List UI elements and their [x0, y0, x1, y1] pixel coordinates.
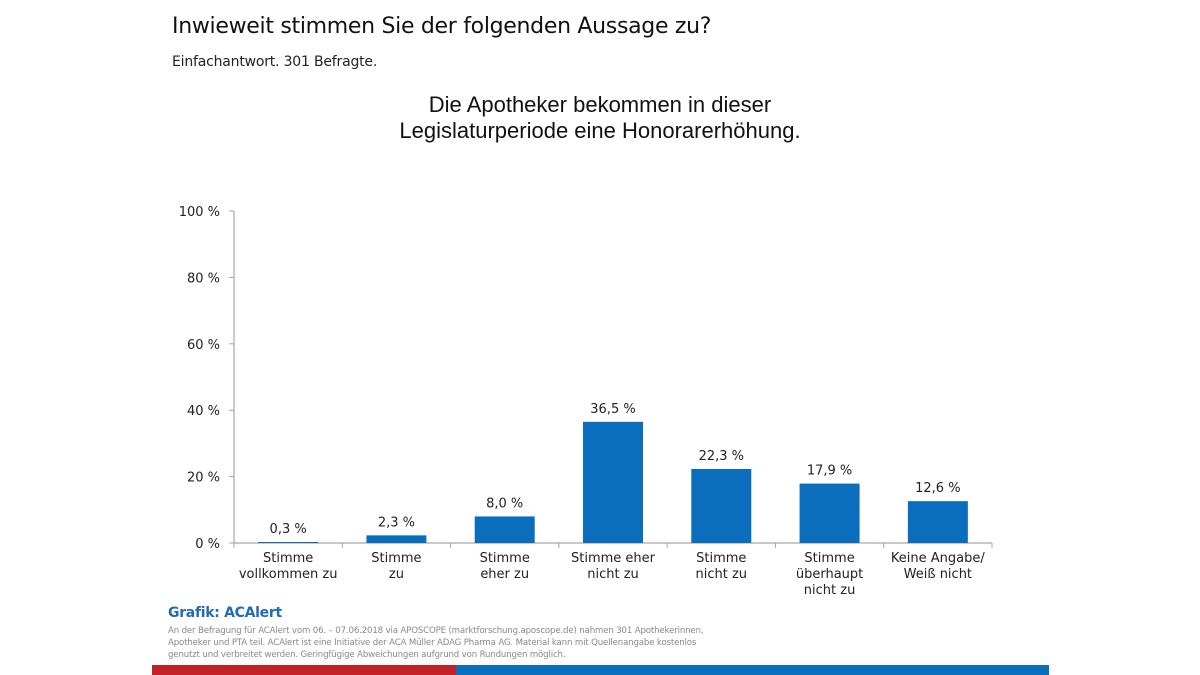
data-label: 0,3 % [270, 522, 307, 537]
x-tick-label: Keine Angabe/ [891, 551, 985, 566]
data-label: 17,9 % [807, 464, 852, 479]
x-tick-label: Stimme [696, 551, 746, 566]
footer-accent-red [152, 665, 456, 675]
y-tick-label: 40 % [187, 404, 220, 419]
bar [799, 483, 860, 543]
chart-title-line-1: Die Apotheker bekommen in dieser [428, 92, 772, 117]
x-tick-label: Weiß nicht [904, 567, 972, 582]
bar [691, 468, 752, 543]
credit-label: Grafik: ACAlert [168, 605, 282, 621]
x-tick-label: zu [389, 567, 404, 582]
data-label: 22,3 % [699, 449, 744, 464]
y-tick-label: 60 % [187, 338, 220, 353]
x-tick-label: Stimme [263, 551, 313, 566]
y-tick-label: 100 % [179, 205, 220, 220]
data-label: 36,5 % [590, 402, 635, 417]
x-tick-label: nicht zu [587, 567, 639, 582]
bar [258, 542, 319, 543]
x-tick-label: Stimme [480, 551, 530, 566]
data-label: 8,0 % [486, 496, 523, 511]
y-tick-label: 20 % [187, 471, 220, 486]
footnote: An der Befragung für ACAlert vom 06. – 0… [168, 626, 704, 660]
chart-title: Die Apotheker bekommen in dieser Legisla… [300, 92, 900, 144]
question-title: Inwieweit stimmen Sie der folgenden Auss… [172, 14, 712, 39]
question-subtitle: Einfachantwort. 301 Befragte. [172, 54, 378, 70]
x-tick-label: überhaupt [796, 567, 863, 582]
bar [583, 421, 643, 543]
x-tick-label: Stimme [371, 551, 421, 566]
x-tick-label: Stimme eher [571, 551, 656, 566]
bar [907, 501, 968, 543]
bar [474, 516, 535, 543]
y-tick-label: 0 % [195, 537, 220, 552]
data-label: 2,3 % [378, 515, 415, 530]
bar [366, 535, 427, 543]
x-tick-label: nicht zu [804, 583, 856, 598]
x-tick-label: Stimme [804, 551, 854, 566]
chart-title-line-2: Legislaturperiode eine Honorarerhöhung. [399, 118, 801, 143]
y-tick-label: 80 % [187, 271, 220, 286]
data-label: 12,6 % [915, 481, 960, 496]
x-tick-label: vollkommen zu [239, 567, 338, 582]
x-tick-label: eher zu [480, 567, 529, 582]
footer-accent-blue [456, 665, 1049, 675]
x-tick-label: nicht zu [696, 567, 748, 582]
